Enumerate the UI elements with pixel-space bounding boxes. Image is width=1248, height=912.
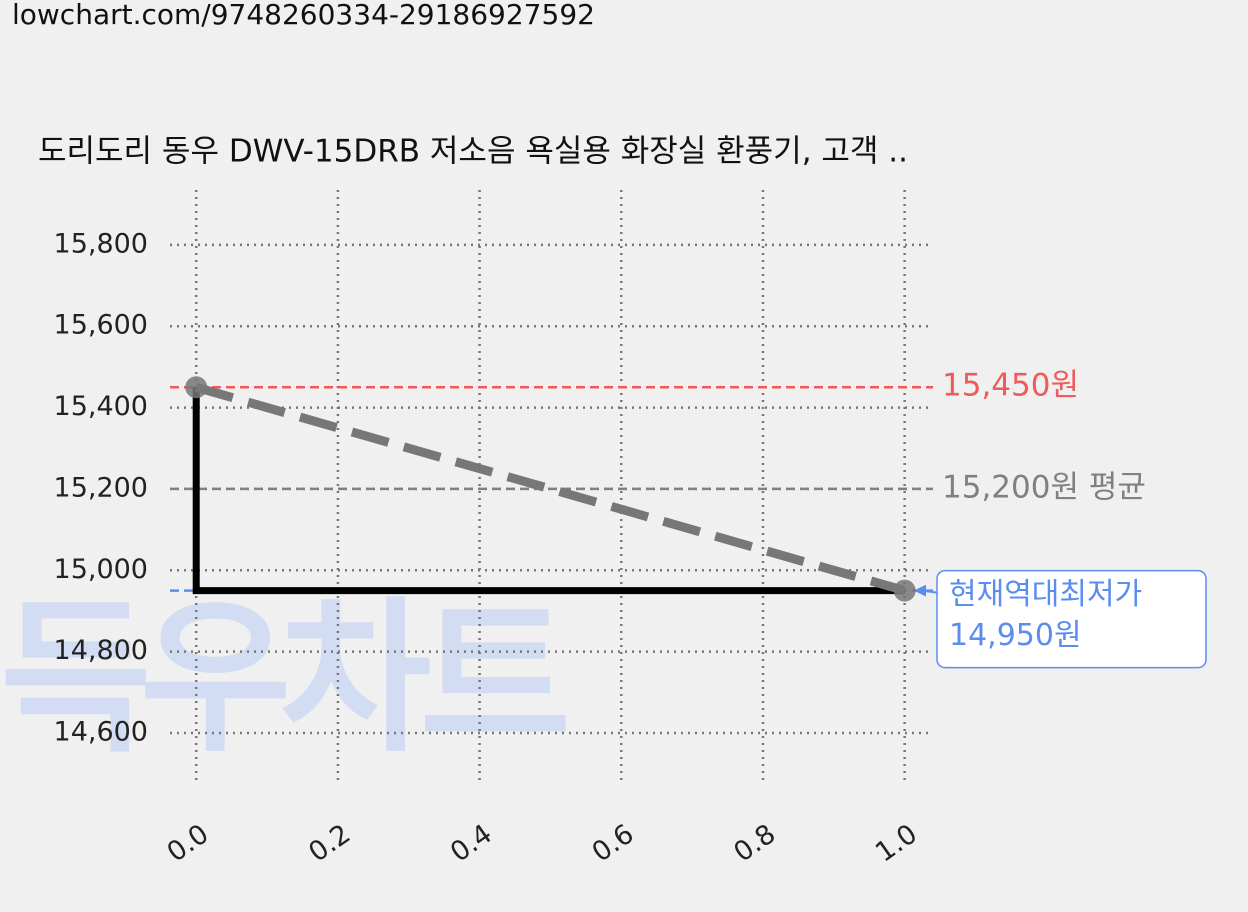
annotation-arrowhead [914, 584, 926, 597]
x-tick-label: 0.6 [587, 818, 640, 868]
line [194, 382, 906, 595]
y-tick-label: 14,600 [54, 716, 148, 747]
line [192, 387, 905, 595]
x-tick-label: 0.0 [162, 818, 215, 868]
url: lowchart.com/9748260334-29186927592 [12, 0, 595, 31]
y-tick-label: 15,800 [54, 228, 148, 259]
y-tick-label: 15,200 [54, 472, 148, 503]
y-tick-label: 15,600 [54, 310, 148, 341]
reference-label: 14,950원 [949, 618, 1082, 653]
x-tick-label: 1.0 [870, 818, 923, 868]
marker [185, 376, 208, 399]
y-tick-label: 14,800 [54, 635, 148, 666]
y-tick-label: 15,000 [54, 554, 148, 585]
marker [893, 579, 916, 602]
reference-label: 15,200원 평균 [942, 469, 1146, 505]
reference-label: 15,450원 [942, 368, 1079, 404]
x-tick-label: 0.8 [728, 818, 781, 868]
x-tick-label: 0.4 [445, 818, 498, 868]
chart-title: 도리도리 동우 DWV-15DRB 저소음 욕실용 화장실 환풍기, 고객 .. [38, 134, 908, 170]
annotation-box [936, 569, 1207, 669]
x-tick-label: 0.2 [303, 818, 356, 868]
y-tick-label: 15,400 [54, 391, 148, 422]
watermark: 득우차트 [0, 582, 566, 774]
annotation-text: 현재역대최저가 [949, 577, 1142, 612]
